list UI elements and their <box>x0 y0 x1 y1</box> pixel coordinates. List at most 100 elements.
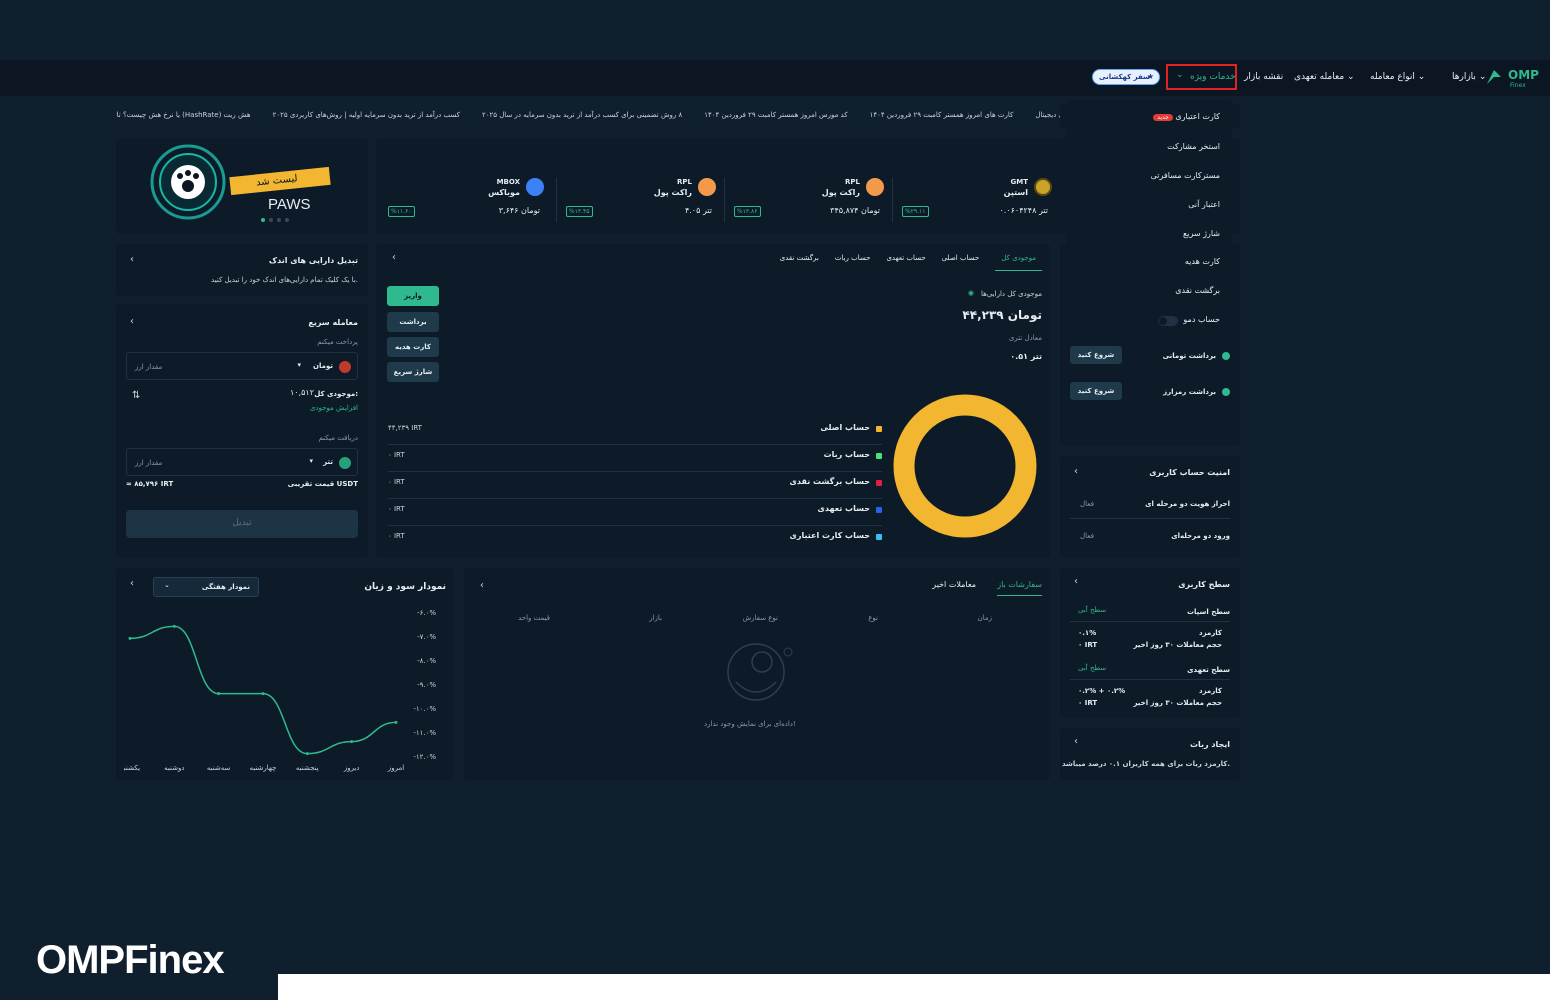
nav-market-map[interactable]: نقشه بازار <box>1244 72 1284 82</box>
coin-card[interactable]: GMT استپن ۰.۰۶۰۴۲۴۸ تتر %۲۹.۱۱ <box>896 176 1052 220</box>
create-bot-card[interactable]: ایجاد ربات ‹ کارمزد ربات برای همه کاربرا… <box>1060 728 1240 780</box>
logo-text: OMP <box>1508 68 1539 82</box>
nav-margin[interactable]: معامله تعهدی ⌄ <box>1294 72 1355 82</box>
pnl-title: نمودار سود و زیان <box>364 582 446 592</box>
ticker-item[interactable]: کارت های امروز همستر کامبت ۲۹ فروردین ۱۴… <box>869 111 1014 119</box>
menu-item-credit-card[interactable]: کارت اعتباری جدید <box>1153 112 1220 121</box>
omp-logo[interactable]: OMP Finex <box>1484 66 1540 90</box>
pay-amount-field[interactable]: مقدار ارز تومان ▾ <box>126 352 358 380</box>
ticker-item[interactable]: ای دیجیتال <box>1035 111 1066 119</box>
gift-card-button[interactable]: کارت هدیه <box>387 337 439 357</box>
quick-charge-button[interactable]: شارژ سریع <box>387 362 439 382</box>
swap-icon[interactable]: ⇅ <box>132 390 141 401</box>
convert-button[interactable]: تبدیل <box>126 510 358 538</box>
start-button[interactable]: شروع کنید <box>1070 346 1122 364</box>
withdraw-button[interactable]: برداشت <box>387 312 439 332</box>
check-icon <box>1222 388 1230 396</box>
menu-item-quick-charge[interactable]: شارژ سریع <box>1182 229 1220 238</box>
pnl-point[interactable] <box>128 636 132 640</box>
tether-icon <box>339 457 351 469</box>
tab-margin[interactable]: حساب تعهدی <box>886 254 926 262</box>
menu-item-travel-mastercard[interactable]: مسترکارت مسافرتی <box>1150 171 1220 180</box>
coin-card[interactable]: MBOX موباکس ۳,۶۴۶ تومان %۱۱.۶۰ <box>388 176 544 220</box>
account-row[interactable]: حساب کارت اعتباری ۰ IRT <box>388 526 882 553</box>
nav-special-services-highlight[interactable]: خدمات ویژه ⌄ <box>1166 64 1237 90</box>
convert-small-assets-card[interactable]: تبدیل دارایی های اندک با یک کلیک تمام دا… <box>116 244 368 296</box>
chevron-left-icon[interactable]: ‹ <box>1074 466 1078 477</box>
galaxy-trip-button[interactable]: سفر کهکشانی ★ <box>1092 69 1160 85</box>
chevron-left-icon[interactable]: ‹ <box>392 252 396 263</box>
pnl-point[interactable] <box>350 740 354 744</box>
chevron-left-icon[interactable]: ‹ <box>130 316 134 327</box>
menu-item-cashback[interactable]: برگشت نقدی <box>1175 286 1220 295</box>
receive-amount-field[interactable]: مقدار ارز تتر ▾ <box>126 448 358 476</box>
coin-card[interactable]: RPL راکت پول ۴.۰۵ تتر %۱۳.۴۵ <box>560 176 716 220</box>
news-ticker: ای دیجیتال کارت های امروز همستر کامبت ۲۹… <box>116 104 1066 126</box>
chevron-left-icon[interactable]: ‹ <box>1074 736 1078 747</box>
menu-item-demo-account[interactable]: حساب دمو <box>1183 315 1220 324</box>
chevron-down-icon: ▾ <box>309 457 313 465</box>
star-icon: ★ <box>1146 72 1154 81</box>
chevron-left-icon[interactable]: ‹ <box>480 580 484 591</box>
paws-banner[interactable]: لیست شد PAWS <box>116 138 368 234</box>
tab-cashback[interactable]: برگشت نقدی <box>779 254 819 262</box>
user-level-card: سطح کاربری ‹ سطح اسپات سطح آبی کارمزد ۰.… <box>1060 568 1240 718</box>
menu-item-gift-card[interactable]: کارت هدیه <box>1184 257 1220 266</box>
pnl-point[interactable] <box>394 720 398 724</box>
nav-markets[interactable]: بازارها ⌄ <box>1452 72 1487 82</box>
x-tick-label: سه‌شنبه <box>207 764 231 772</box>
y-tick-label: -۹.۰% <box>417 681 436 689</box>
chevron-down-icon: ▾ <box>297 361 301 369</box>
pnl-point[interactable] <box>305 752 309 756</box>
pnl-point[interactable] <box>217 692 221 696</box>
login-2fa-status: فعال <box>1080 532 1094 540</box>
chevron-left-icon[interactable]: ‹ <box>130 254 134 265</box>
account-row[interactable]: حساب برگشت نقدی ۰ IRT <box>388 472 882 499</box>
period-select[interactable]: نمودار هفتگی ⌄ <box>153 577 259 597</box>
chevron-down-icon: ⌄ <box>164 581 170 589</box>
pnl-point[interactable] <box>172 624 176 628</box>
rocket-icon <box>866 178 884 196</box>
x-tick-label: دیروز <box>343 764 360 772</box>
withdraw-toman-row[interactable]: برداشت تومانی شروع کنید <box>1060 344 1240 374</box>
tab-total[interactable]: موجودی کل <box>995 250 1042 271</box>
security-card: امنیت حساب کاربری ‹ احراز هویت دو مرحله … <box>1060 456 1240 558</box>
chevron-left-icon[interactable]: ‹ <box>130 578 134 589</box>
empty-state-text: داده‌ای برای نمایش وجود ندارد! <box>704 720 796 728</box>
account-row[interactable]: حساب اصلی ۴۴,۲۳۹ IRT <box>388 418 882 445</box>
deposit-button[interactable]: واریز <box>387 286 439 306</box>
account-color-dot <box>876 480 882 486</box>
tab-open-orders[interactable]: سفارشات باز <box>997 580 1042 596</box>
carousel-dots[interactable] <box>261 218 289 222</box>
menu-item-instant-credit[interactable]: اعتبار آنی <box>1188 200 1220 209</box>
nav-trade-types[interactable]: انواع معامله ⌄ <box>1370 72 1426 82</box>
account-color-dot <box>876 507 882 513</box>
pay-currency-select[interactable]: تومان <box>313 362 333 370</box>
pnl-card: نمودار سود و زیان نمودار هفتگی ⌄ ‹ -۶.۰%… <box>116 568 454 780</box>
tab-bot[interactable]: حساب ربات <box>834 254 871 262</box>
receive-currency-select[interactable]: تتر <box>323 458 333 466</box>
tab-recent-trades[interactable]: معاملات اخیر <box>932 580 976 589</box>
withdraw-crypto-row[interactable]: برداشت رمزارز شروع کنید <box>1060 380 1240 410</box>
account-row[interactable]: حساب تعهدی ۰ IRT <box>388 499 882 526</box>
coin-card[interactable]: RPL راکت پول ۳۴۵,۸۷۴ تومان %۱۳.۸۶ <box>728 176 884 220</box>
nav-special-services[interactable]: خدمات ویژه <box>1190 72 1236 82</box>
ticker-item[interactable]: کسب درآمد از ترید بدون سرمایه اولیه | رو… <box>272 111 460 119</box>
chevron-down-icon: ⌄ <box>1176 70 1184 80</box>
eye-icon[interactable]: ◉ <box>967 289 974 297</box>
pnl-point[interactable] <box>261 692 265 696</box>
chevron-down-icon: ⌄ <box>1347 72 1355 82</box>
demo-toggle[interactable] <box>1158 316 1178 326</box>
ticker-item[interactable]: کد مورس امروز همستر کامبت ۲۹ فروردین ۱۴۰… <box>704 111 848 119</box>
tab-main[interactable]: حساب اصلی <box>941 254 980 262</box>
account-row[interactable]: حساب ربات ۰ IRT <box>388 445 882 472</box>
y-tick-label: -۸.۰% <box>417 657 436 665</box>
increase-balance-link[interactable]: افزایش موجودی <box>309 404 358 412</box>
ticker-item[interactable]: هش ریت (HashRate) یا نرخ هش چیست؟ تاثیر … <box>116 111 251 119</box>
menu-item-pool[interactable]: استخر مشارکت <box>1167 142 1220 151</box>
chevron-left-icon[interactable]: ‹ <box>1074 576 1078 587</box>
ticker-item[interactable]: ۸ روش تضمینی برای کسب درآمد از ترید بدون… <box>481 111 683 119</box>
start-button[interactable]: شروع کنید <box>1070 382 1122 400</box>
check-icon <box>1222 352 1230 360</box>
x-tick-label: چهارشنبه <box>250 764 277 772</box>
